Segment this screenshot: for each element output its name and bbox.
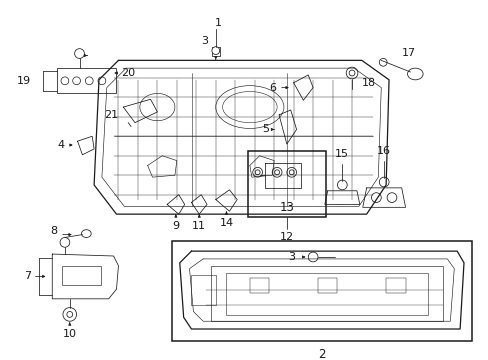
- Text: 4: 4: [58, 140, 65, 150]
- Ellipse shape: [98, 77, 105, 85]
- Text: 1: 1: [215, 18, 222, 28]
- Ellipse shape: [252, 167, 262, 177]
- Ellipse shape: [289, 170, 294, 175]
- Bar: [386, 278, 405, 293]
- Ellipse shape: [386, 193, 396, 202]
- Ellipse shape: [337, 180, 346, 190]
- Text: 8: 8: [50, 226, 57, 236]
- Ellipse shape: [348, 70, 354, 76]
- Ellipse shape: [274, 170, 279, 175]
- Bar: [57, 68, 115, 94]
- Ellipse shape: [407, 68, 422, 80]
- Text: 10: 10: [62, 329, 77, 339]
- Text: 3: 3: [287, 252, 295, 262]
- Text: 6: 6: [268, 82, 276, 93]
- Text: 2: 2: [318, 348, 325, 360]
- Ellipse shape: [63, 307, 77, 321]
- Bar: [210, 266, 442, 321]
- Text: 13: 13: [279, 201, 294, 214]
- Ellipse shape: [307, 252, 317, 262]
- Bar: [225, 273, 427, 315]
- Ellipse shape: [379, 177, 388, 187]
- Bar: [191, 275, 215, 305]
- Bar: [62, 266, 101, 285]
- Text: 20: 20: [121, 68, 135, 78]
- Ellipse shape: [75, 49, 84, 58]
- Bar: [317, 278, 337, 293]
- Text: 9: 9: [172, 221, 179, 231]
- Ellipse shape: [60, 238, 70, 247]
- Ellipse shape: [85, 77, 93, 85]
- Bar: [249, 278, 269, 293]
- Ellipse shape: [255, 170, 260, 175]
- Ellipse shape: [346, 67, 357, 79]
- Text: 11: 11: [192, 221, 206, 231]
- Ellipse shape: [67, 311, 73, 317]
- Ellipse shape: [379, 58, 386, 66]
- Text: 5: 5: [262, 125, 269, 135]
- Ellipse shape: [81, 230, 91, 238]
- Text: 21: 21: [104, 110, 118, 120]
- Text: 19: 19: [17, 76, 31, 86]
- Text: 17: 17: [401, 48, 415, 58]
- Ellipse shape: [61, 77, 69, 85]
- Text: 15: 15: [335, 149, 348, 159]
- Bar: [247, 151, 325, 217]
- Text: 7: 7: [23, 271, 31, 282]
- Text: 12: 12: [279, 231, 293, 242]
- Text: 3: 3: [201, 36, 207, 46]
- Ellipse shape: [211, 47, 219, 54]
- Bar: [211, 47, 219, 57]
- Text: 16: 16: [376, 146, 390, 156]
- Ellipse shape: [371, 193, 381, 202]
- Text: 14: 14: [219, 218, 233, 228]
- Text: 18: 18: [361, 78, 375, 88]
- Bar: [172, 242, 471, 341]
- Ellipse shape: [272, 167, 282, 177]
- Ellipse shape: [286, 167, 296, 177]
- Ellipse shape: [73, 77, 81, 85]
